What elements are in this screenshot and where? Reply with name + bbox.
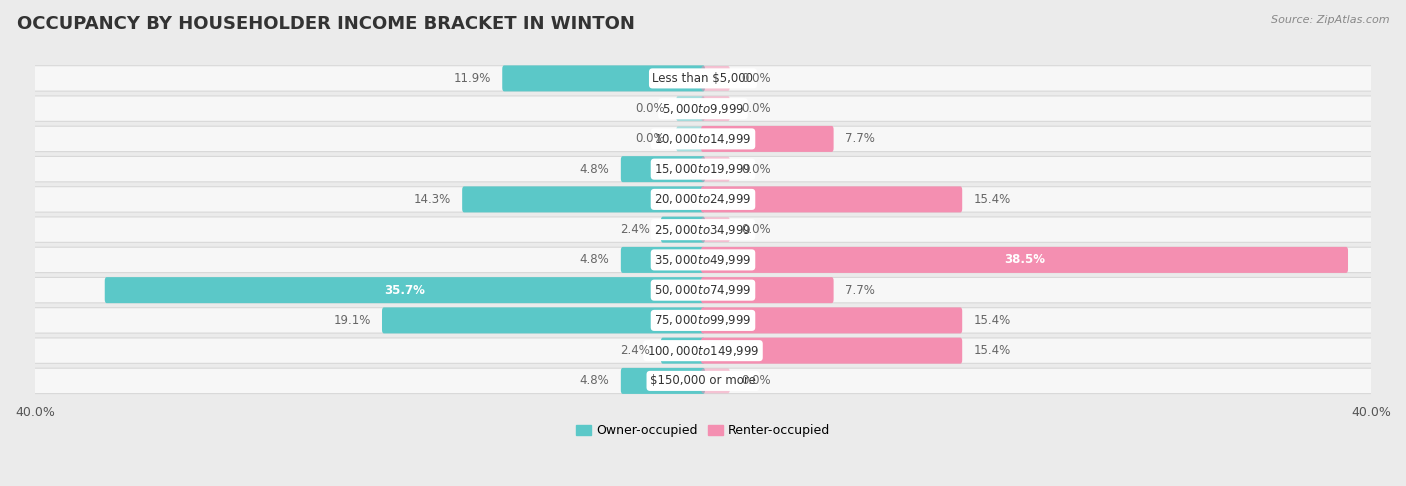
FancyBboxPatch shape: [25, 187, 1381, 212]
Text: 0.0%: 0.0%: [636, 132, 665, 145]
Text: 2.4%: 2.4%: [620, 223, 650, 236]
FancyBboxPatch shape: [25, 156, 1381, 182]
FancyBboxPatch shape: [621, 156, 704, 182]
FancyBboxPatch shape: [702, 368, 730, 393]
FancyBboxPatch shape: [621, 247, 704, 273]
Text: $150,000 or more: $150,000 or more: [650, 374, 756, 387]
FancyBboxPatch shape: [382, 307, 704, 333]
FancyBboxPatch shape: [25, 368, 1381, 394]
Text: 0.0%: 0.0%: [741, 223, 770, 236]
Text: 2.4%: 2.4%: [620, 344, 650, 357]
Text: 15.4%: 15.4%: [973, 344, 1011, 357]
Text: 7.7%: 7.7%: [845, 284, 875, 296]
FancyBboxPatch shape: [25, 96, 1381, 122]
FancyBboxPatch shape: [676, 126, 704, 151]
FancyBboxPatch shape: [702, 157, 730, 182]
FancyBboxPatch shape: [702, 338, 962, 364]
FancyBboxPatch shape: [702, 307, 962, 333]
Text: 4.8%: 4.8%: [579, 253, 609, 266]
Text: 38.5%: 38.5%: [1004, 253, 1045, 266]
Text: $35,000 to $49,999: $35,000 to $49,999: [654, 253, 752, 267]
Text: 7.7%: 7.7%: [845, 132, 875, 145]
Text: $50,000 to $74,999: $50,000 to $74,999: [654, 283, 752, 297]
FancyBboxPatch shape: [661, 338, 704, 364]
Text: $20,000 to $24,999: $20,000 to $24,999: [654, 192, 752, 207]
FancyBboxPatch shape: [25, 66, 1381, 91]
Text: Source: ZipAtlas.com: Source: ZipAtlas.com: [1271, 15, 1389, 25]
FancyBboxPatch shape: [702, 247, 1348, 273]
FancyBboxPatch shape: [702, 217, 730, 242]
Text: 0.0%: 0.0%: [741, 72, 770, 85]
Text: $10,000 to $14,999: $10,000 to $14,999: [654, 132, 752, 146]
Legend: Owner-occupied, Renter-occupied: Owner-occupied, Renter-occupied: [571, 419, 835, 442]
Text: 4.8%: 4.8%: [579, 374, 609, 387]
Text: 19.1%: 19.1%: [333, 314, 371, 327]
Text: $15,000 to $19,999: $15,000 to $19,999: [654, 162, 752, 176]
FancyBboxPatch shape: [105, 277, 704, 303]
Text: $100,000 to $149,999: $100,000 to $149,999: [647, 344, 759, 358]
Text: $5,000 to $9,999: $5,000 to $9,999: [662, 102, 744, 116]
Text: $25,000 to $34,999: $25,000 to $34,999: [654, 223, 752, 237]
FancyBboxPatch shape: [25, 308, 1381, 333]
Text: 0.0%: 0.0%: [636, 102, 665, 115]
FancyBboxPatch shape: [702, 277, 834, 303]
Text: 0.0%: 0.0%: [741, 163, 770, 175]
Text: $75,000 to $99,999: $75,000 to $99,999: [654, 313, 752, 328]
Text: 14.3%: 14.3%: [413, 193, 451, 206]
Text: 0.0%: 0.0%: [741, 374, 770, 387]
Text: OCCUPANCY BY HOUSEHOLDER INCOME BRACKET IN WINTON: OCCUPANCY BY HOUSEHOLDER INCOME BRACKET …: [17, 15, 634, 33]
FancyBboxPatch shape: [463, 187, 704, 212]
Text: 15.4%: 15.4%: [973, 193, 1011, 206]
FancyBboxPatch shape: [702, 66, 730, 91]
FancyBboxPatch shape: [621, 368, 704, 394]
FancyBboxPatch shape: [702, 187, 962, 212]
Text: Less than $5,000: Less than $5,000: [652, 72, 754, 85]
FancyBboxPatch shape: [25, 278, 1381, 303]
FancyBboxPatch shape: [502, 66, 704, 91]
Text: 35.7%: 35.7%: [384, 284, 425, 296]
FancyBboxPatch shape: [25, 126, 1381, 152]
FancyBboxPatch shape: [661, 217, 704, 243]
Text: 15.4%: 15.4%: [973, 314, 1011, 327]
FancyBboxPatch shape: [702, 96, 730, 121]
FancyBboxPatch shape: [702, 126, 834, 152]
Text: 0.0%: 0.0%: [741, 102, 770, 115]
Text: 11.9%: 11.9%: [454, 72, 491, 85]
FancyBboxPatch shape: [676, 96, 704, 121]
FancyBboxPatch shape: [25, 247, 1381, 273]
FancyBboxPatch shape: [25, 338, 1381, 364]
Text: 4.8%: 4.8%: [579, 163, 609, 175]
FancyBboxPatch shape: [25, 217, 1381, 243]
